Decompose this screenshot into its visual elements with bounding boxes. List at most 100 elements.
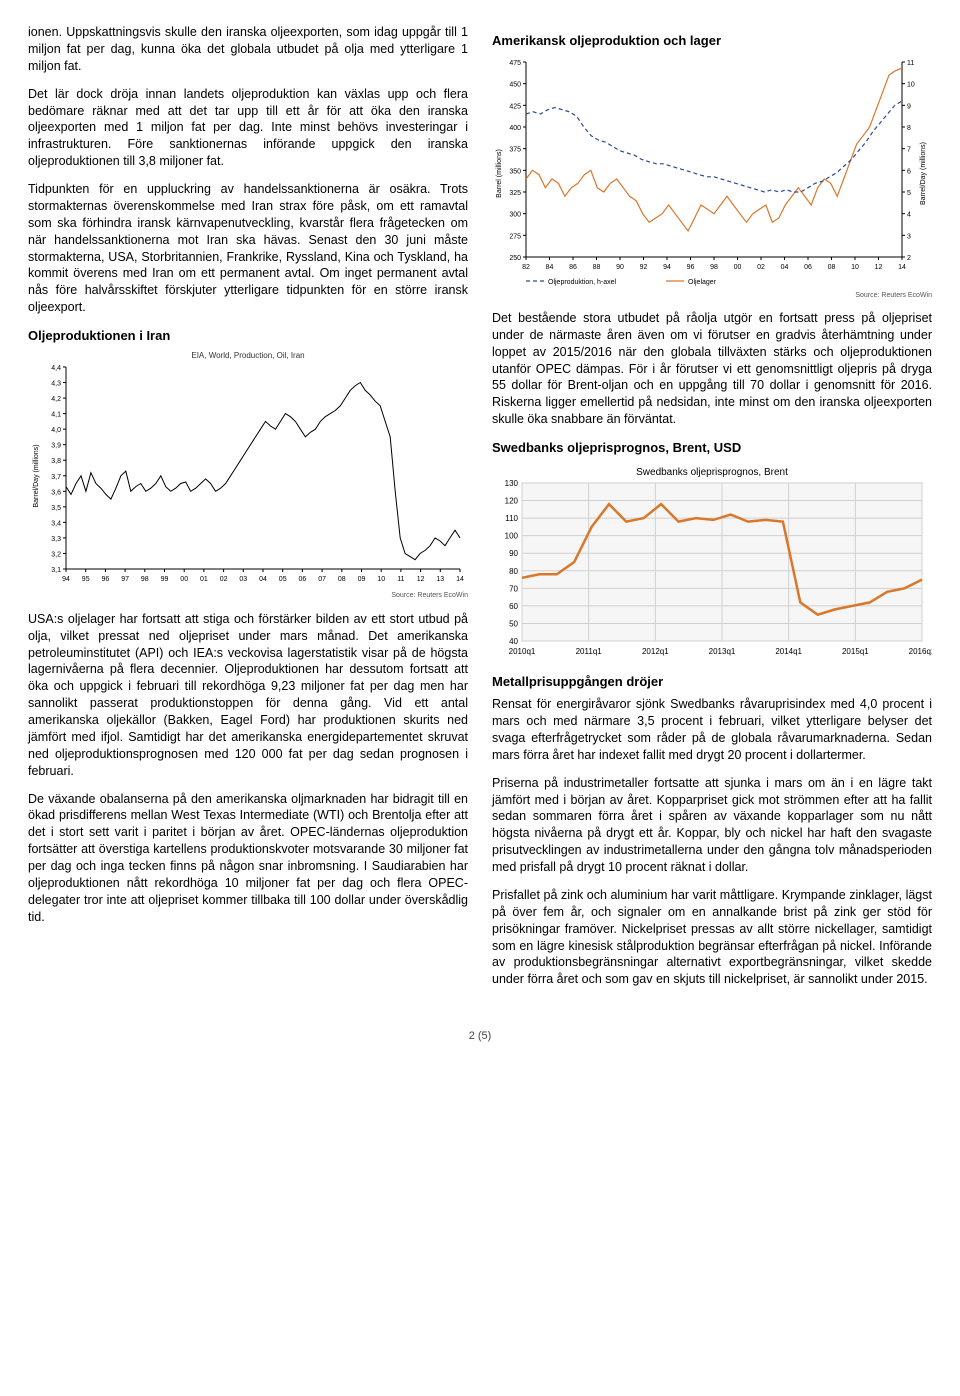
svg-text:2: 2 [907,255,911,262]
svg-text:04: 04 [259,576,267,583]
svg-text:06: 06 [299,576,307,583]
svg-text:84: 84 [546,264,554,271]
chart-us-svg: 2502753003253503754004254504752345678910… [492,56,932,291]
svg-text:425: 425 [509,103,521,110]
svg-text:14: 14 [456,576,464,583]
svg-text:2011q1: 2011q1 [576,647,603,656]
svg-text:Oljeproduktion, h-axel: Oljeproduktion, h-axel [548,279,617,286]
svg-text:4: 4 [907,211,911,218]
svg-text:110: 110 [505,514,518,523]
svg-text:9: 9 [907,103,911,110]
svg-text:08: 08 [828,264,836,271]
svg-text:09: 09 [358,576,366,583]
svg-text:97: 97 [121,576,129,583]
svg-text:2012q1: 2012q1 [642,647,669,656]
svg-text:98: 98 [141,576,149,583]
svg-text:96: 96 [102,576,110,583]
svg-text:95: 95 [82,576,90,583]
paragraph: De växande obalanserna på den amerikansk… [28,791,468,926]
svg-text:12: 12 [417,576,425,583]
svg-text:05: 05 [279,576,287,583]
paragraph: Prisfallet på zink och aluminium har var… [492,887,932,988]
svg-text:6: 6 [907,168,911,175]
svg-text:120: 120 [505,496,519,505]
svg-text:2014q1: 2014q1 [775,647,802,656]
svg-text:8: 8 [907,125,911,132]
svg-text:2013q1: 2013q1 [709,647,736,656]
svg-text:Swedbanks oljeprisprognos, Bre: Swedbanks oljeprisprognos, Brent [636,467,788,478]
section-title-iran: Oljeproduktionen i Iran [28,327,468,345]
chart-iran-oil: EIA, World, Production, Oil, Iran 3,1 3,2… [28,351,468,601]
chart-source: Source: Reuters EcoWin [492,291,932,300]
svg-text:3,7: 3,7 [51,474,61,481]
page-footer: 2 (5) [28,1029,932,1044]
chart-us-oil: 2502753003253503754004254504752345678910… [492,56,932,300]
paragraph: USA:s oljelager har fortsatt att stiga o… [28,611,468,780]
svg-text:450: 450 [509,81,521,88]
right-column: Amerikansk oljeproduktion och lager 250 2… [492,24,932,999]
svg-text:60: 60 [509,602,518,611]
svg-text:11: 11 [907,60,914,67]
svg-text:3: 3 [907,233,911,240]
svg-text:Barrel/Day (millions): Barrel/Day (millions) [920,142,927,205]
svg-text:94: 94 [62,576,70,583]
svg-text:300: 300 [509,211,521,218]
svg-text:250: 250 [509,255,521,262]
svg-text:3,8: 3,8 [51,459,61,466]
svg-text:275: 275 [509,233,521,240]
svg-text:3,1: 3,1 [51,567,61,574]
svg-text:4,2: 4,2 [51,396,61,403]
svg-text:5: 5 [907,190,911,197]
svg-text:3,5: 3,5 [51,505,61,512]
svg-text:14: 14 [898,264,906,271]
svg-text:11: 11 [397,576,404,583]
two-column-layout: ionen. Uppskattningsvis skulle den irans… [28,24,932,999]
svg-text:3,6: 3,6 [51,490,61,497]
svg-text:Barrel/Day (millions): Barrel/Day (millions) [33,445,40,508]
svg-text:2015q1: 2015q1 [842,647,869,656]
svg-text:90: 90 [509,549,518,558]
chart-brent-svg: 4050607080901001101201302010q12011q12012… [492,463,932,663]
svg-text:13: 13 [436,576,444,583]
svg-text:01: 01 [200,576,208,583]
paragraph: Priserna på industrimetaller fortsatte a… [492,775,932,876]
svg-text:04: 04 [781,264,789,271]
svg-text:98: 98 [710,264,718,271]
left-column: ionen. Uppskattningsvis skulle den irans… [28,24,468,999]
svg-text:10: 10 [851,264,859,271]
paragraph: Rensat för energiråvaror sjönk Swedbanks… [492,696,932,764]
chart-subtitle: EIA, World, Production, Oil, Iran [28,351,468,362]
svg-text:82: 82 [522,264,530,271]
svg-text:90: 90 [616,264,624,271]
svg-text:07: 07 [318,576,326,583]
svg-text:99: 99 [161,576,169,583]
svg-text:375: 375 [509,146,521,153]
svg-text:4,3: 4,3 [51,381,61,388]
svg-text:10: 10 [377,576,385,583]
svg-text:3,2: 3,2 [51,552,61,559]
paragraph: Det bestående stora utbudet på råolja ut… [492,310,932,428]
svg-text:00: 00 [734,264,742,271]
svg-text:10: 10 [907,81,915,88]
svg-text:3,3: 3,3 [51,536,61,543]
svg-text:3,4: 3,4 [51,521,61,528]
paragraph: Tidpunkten för en uppluckring av handels… [28,181,468,316]
svg-text:130: 130 [505,479,519,488]
svg-text:3,9: 3,9 [51,443,61,450]
svg-text:100: 100 [505,531,519,540]
svg-text:06: 06 [804,264,812,271]
section-title-brent: Swedbanks oljeprisprognos, Brent, USD [492,439,932,457]
svg-text:03: 03 [239,576,247,583]
svg-text:12: 12 [875,264,883,271]
svg-text:86: 86 [569,264,577,271]
chart-brent: 4050607080901001101201302010q12011q12012… [492,463,932,663]
svg-text:00: 00 [180,576,188,583]
svg-text:475: 475 [509,60,521,67]
section-title-metals: Metallprisuppgången dröjer [492,673,932,691]
svg-text:7: 7 [907,146,911,153]
svg-text:94: 94 [663,264,671,271]
svg-text:96: 96 [687,264,695,271]
svg-text:02: 02 [220,576,228,583]
section-title-us: Amerikansk oljeproduktion och lager [492,32,932,50]
paragraph: Det lär dock dröja innan landets oljepro… [28,86,468,170]
